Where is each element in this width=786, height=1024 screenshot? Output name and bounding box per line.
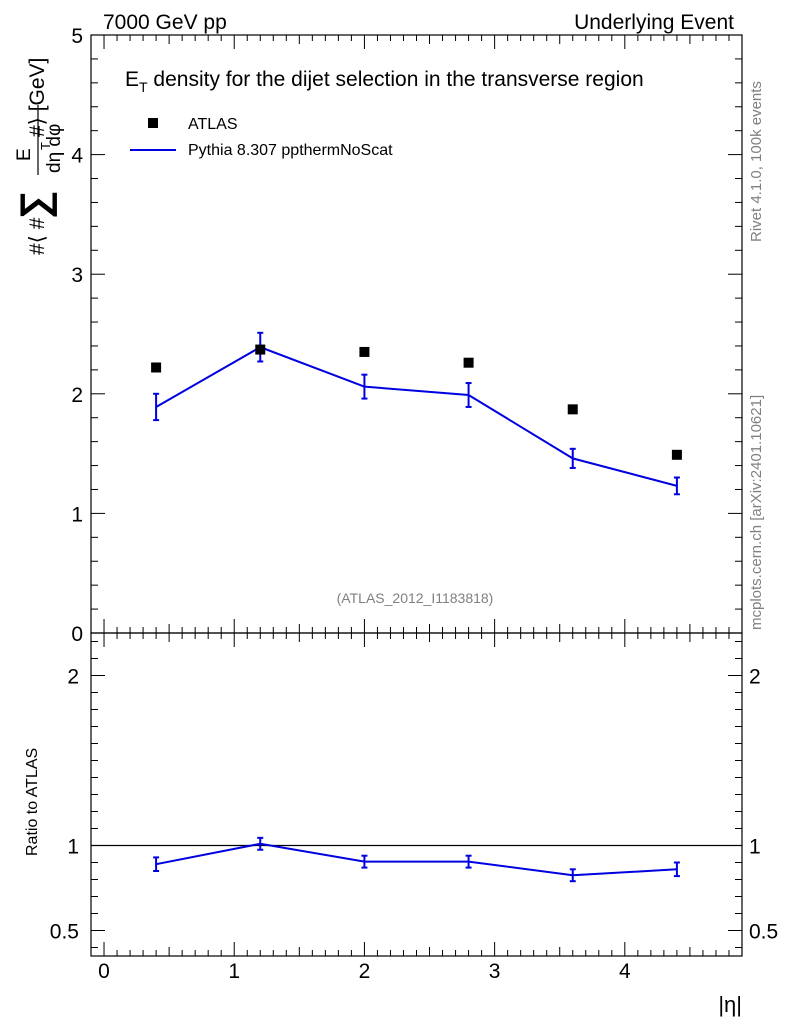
main-title: ET density for the dijet selection in th… [125, 68, 644, 95]
main-y-tick-label: 4 [71, 145, 83, 168]
atlas-point [151, 362, 162, 373]
ratio-frame [90, 632, 743, 957]
main-y-tick-label: 3 [71, 264, 83, 287]
header-left: 7000 GeV pp [103, 11, 227, 34]
svg-text:E: E [14, 148, 35, 161]
svg-text:#⟩ [GeV]: #⟩ [GeV] [26, 58, 49, 137]
header-right: Underlying Event [574, 11, 734, 34]
svg-text:#⟨ #: #⟨ # [26, 217, 49, 255]
x-tick-labels: 0 1 2 3 4 [98, 960, 631, 983]
mc-line [155, 346, 678, 487]
ratio-y-tick-label-right: 2 [749, 666, 761, 689]
atlas-point [671, 449, 682, 460]
main-y-tick-label: 1 [71, 503, 83, 526]
svg-text:T: T [38, 142, 53, 150]
legend: ATLAS Pythia 8.307 ppthermNoScat [130, 116, 393, 159]
ratio-y-tick-labels: 0.5 0.5 1 1 2 2 [50, 666, 778, 944]
x-axis-label: |η| [718, 992, 742, 1017]
atlas-point [463, 357, 474, 368]
main-y-tick-label: 2 [71, 384, 83, 407]
main-atlas-series [151, 344, 682, 460]
x-tick-label: 1 [228, 960, 240, 983]
ratio-y-tick-label-right: 1 [749, 836, 761, 859]
svg-text:dη dφ: dη dφ [44, 124, 65, 173]
ratio-line [155, 842, 677, 877]
ratio-y-tick-label-right: 0.5 [749, 921, 778, 944]
x-tick-label: 0 [98, 960, 110, 983]
atlas-point [567, 404, 578, 415]
ratio-y-tick-label-left: 2 [67, 666, 79, 689]
legend-mc-label: Pythia 8.307 ppthermNoScat [188, 142, 393, 159]
ratio-y-tick-label-left: 0.5 [50, 921, 79, 944]
mcplots-label: mcplots.cern.ch [arXiv:2401.10621] [748, 395, 765, 630]
rivet-label: Rivet 4.1.0, 100k events [748, 81, 765, 242]
main-y-tick-label: 5 [71, 25, 83, 48]
svg-text:∑: ∑ [13, 190, 57, 219]
x-tick-label: 4 [619, 960, 631, 983]
main-y-axis-label: #⟨ # ∑ E T #⟩ [GeV] d dη dφ [0, 39, 65, 255]
atlas-point [255, 344, 266, 355]
main-y-tick-label: 0 [71, 623, 83, 646]
main-mc-series [153, 331, 680, 496]
ratio-y-axis-label: Ratio to ATLAS [24, 748, 41, 856]
atlas-point [359, 346, 370, 357]
main-y-tick-labels: 0 1 2 3 4 5 [71, 25, 83, 646]
legend-atlas-marker [148, 118, 158, 128]
x-tick-label: 2 [359, 960, 371, 983]
legend-atlas-label: ATLAS [188, 116, 238, 133]
x-tick-label: 3 [489, 960, 501, 983]
ratio-y-tick-label-left: 1 [67, 836, 79, 859]
ratio-series [91, 836, 742, 883]
axis-ticks [91, 34, 742, 956]
analysis-id: (ATLAS_2012_I1183818) [337, 590, 494, 606]
svg-text:d: d [0, 39, 5, 50]
